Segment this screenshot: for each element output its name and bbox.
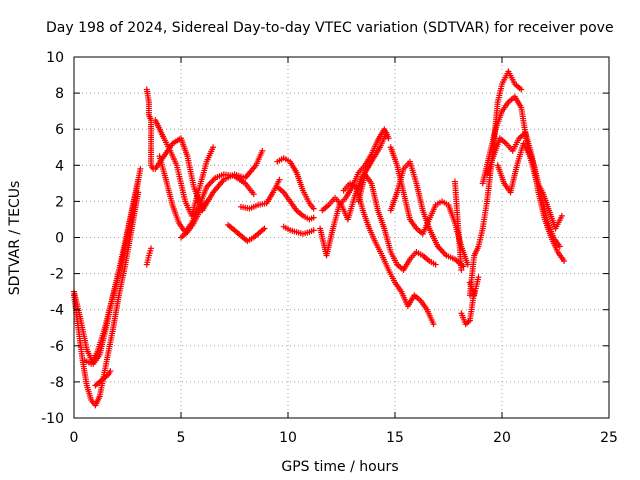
data-point [310, 214, 317, 221]
x-tick-label: 25 [600, 430, 618, 446]
data-point [148, 245, 155, 252]
y-tick-label: 10 [46, 50, 64, 66]
series-track-3 [81, 165, 144, 367]
y-tick-label: 8 [55, 86, 64, 102]
y-tick-label: -8 [50, 375, 64, 391]
chart-title: Day 198 of 2024, Sidereal Day-to-day VTE… [46, 20, 614, 36]
data-point [310, 227, 317, 234]
y-tick-label: -2 [50, 267, 64, 283]
series-track-7 [152, 117, 217, 219]
y-tick-label: 6 [55, 122, 64, 138]
series-track-13 [274, 155, 317, 212]
series-track-28 [451, 178, 465, 273]
series-track-14 [274, 183, 317, 223]
data-point [430, 321, 437, 328]
data-point [458, 266, 465, 273]
x-tick-label: 20 [493, 430, 511, 446]
data-point [250, 191, 257, 198]
y-tick-label: 2 [55, 194, 64, 210]
series-track-15 [280, 223, 317, 237]
y-tick-label: -4 [50, 303, 64, 319]
y-tick-label: 4 [55, 158, 64, 174]
data-point [210, 144, 217, 151]
data-point [261, 225, 268, 232]
y-tick-label: -6 [50, 339, 64, 355]
data-point [464, 261, 471, 268]
axis-ticks [73, 56, 610, 419]
x-tick-label: 5 [177, 430, 186, 446]
series-track-11 [225, 221, 268, 245]
x-tick-label: 15 [386, 430, 404, 446]
series-track-10 [178, 198, 210, 241]
data-point [107, 368, 114, 375]
data-point [385, 135, 392, 142]
series-track-5 [143, 86, 157, 172]
y-tick-label: -10 [41, 411, 64, 427]
data-point [558, 212, 565, 219]
y-tick-label: 0 [55, 231, 64, 247]
data-point [259, 147, 266, 154]
series-track-12 [237, 176, 283, 212]
data-point [432, 261, 439, 268]
series-track-21 [387, 158, 467, 270]
series-track-24 [466, 68, 525, 299]
y-axis-label: SDTVAR / TECUs [7, 181, 23, 296]
grid-lines [74, 57, 609, 418]
data-point [556, 243, 563, 250]
x-tick-labels: 0 5 10 15 20 25 [70, 430, 618, 446]
x-tick-label: 10 [279, 430, 297, 446]
series-track-4 [92, 368, 114, 389]
data-point [137, 165, 144, 172]
data-point [518, 86, 525, 93]
series-track-6 [143, 245, 155, 268]
data-point [276, 176, 283, 183]
data-point [475, 274, 482, 281]
series-track-27 [494, 140, 565, 232]
y-tick-labels: -10 -8 -6 -4 -2 0 2 4 6 8 10 [41, 50, 64, 427]
data-point [310, 205, 317, 212]
data-point [383, 129, 390, 136]
x-axis-label: GPS time / hours [281, 459, 398, 475]
data-point [203, 198, 210, 205]
data-marks [71, 68, 568, 409]
x-tick-label: 0 [70, 430, 79, 446]
data-point [561, 257, 568, 264]
series-track-19 [355, 171, 439, 273]
